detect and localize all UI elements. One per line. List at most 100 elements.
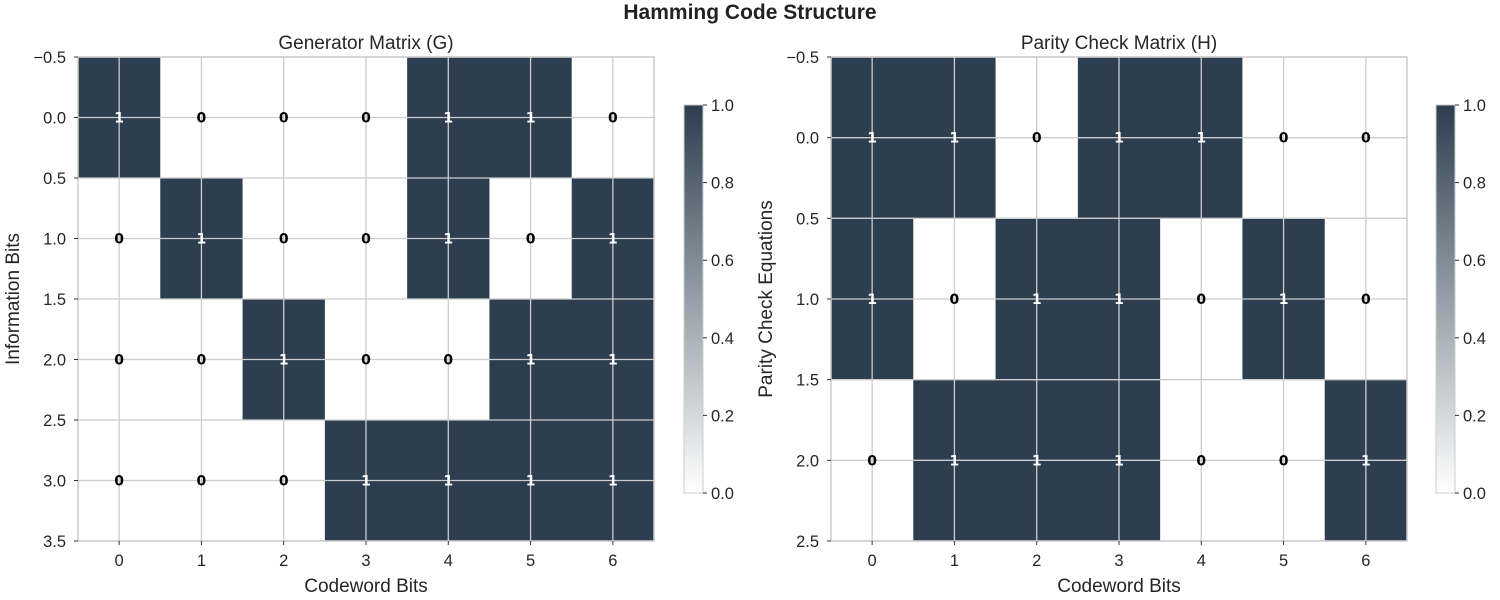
- x-tick-label: 5: [1279, 552, 1288, 570]
- cell-value-label: 1: [950, 131, 960, 147]
- cell-value-label: 0: [361, 353, 371, 369]
- y-tick-label: 1.5: [43, 291, 66, 309]
- cell-value-label: 0: [1196, 292, 1206, 308]
- y-tick-label: 1.0: [43, 231, 66, 249]
- cell-value-label: 1: [1032, 292, 1042, 308]
- y-tick-label: 0.0: [43, 110, 66, 128]
- x-tick-label: 4: [444, 552, 453, 570]
- y-axis-label: Parity Check Equations: [756, 200, 777, 398]
- colorbar-tick-label: 0.0: [711, 485, 734, 503]
- colorbar-tick-label: 1.0: [1463, 97, 1486, 115]
- y-tick-label: 0.5: [796, 210, 819, 228]
- cell-value-label: 0: [608, 111, 618, 127]
- x-tick-label: 3: [1114, 552, 1123, 570]
- y-tick-label: 1.5: [796, 372, 819, 390]
- colorbar-gradient: [1436, 105, 1455, 493]
- cell-value-label: 1: [1196, 131, 1206, 147]
- panel-title: Generator Matrix (G): [278, 33, 453, 54]
- cell-value-label: 1: [443, 474, 453, 490]
- cell-value-label: 1: [361, 474, 371, 490]
- cell-value-label: 1: [1279, 292, 1289, 308]
- cell-value-label: 0: [361, 232, 371, 248]
- x-tick-label: 1: [950, 552, 959, 570]
- cell-value-label: 0: [1032, 131, 1042, 147]
- cell-value-label: 1: [197, 232, 207, 248]
- y-tick-label: 0.0: [796, 130, 819, 148]
- x-tick-label: 4: [1197, 552, 1206, 570]
- x-tick-label: 3: [361, 552, 370, 570]
- cell-value-label: 1: [867, 292, 877, 308]
- cell-value-label: 0: [867, 453, 877, 469]
- cell-value-label: 1: [526, 111, 536, 127]
- cell-value-label: 0: [1361, 292, 1371, 308]
- panel-title: Parity Check Matrix (H): [1021, 33, 1217, 54]
- cell-value-label: 1: [1114, 292, 1124, 308]
- y-tick-label: 1.0: [796, 291, 819, 309]
- cell-value-label: 0: [1196, 453, 1206, 469]
- colorbar-gradient: [684, 105, 703, 493]
- cell-value-label: 1: [279, 353, 289, 369]
- cell-value-label: 0: [279, 474, 289, 490]
- x-tick-label: 0: [868, 552, 877, 570]
- y-tick-label: −0.5: [786, 49, 819, 67]
- colorbar-tick-label: 0.8: [711, 175, 734, 193]
- y-axis-label: Information Bits: [3, 233, 24, 365]
- colorbar-tick-label: 0.4: [1463, 330, 1486, 348]
- y-tick-label: 2.0: [796, 452, 819, 470]
- cell-value-label: 1: [608, 232, 618, 248]
- colorbar-tick-label: 0.0: [1463, 485, 1486, 503]
- cell-value-label: 1: [1114, 131, 1124, 147]
- y-tick-label: 2.0: [43, 352, 66, 370]
- x-tick-label: 1: [197, 552, 206, 570]
- cell-value-label: 1: [608, 353, 618, 369]
- colorbar-tick-label: 0.6: [1463, 252, 1486, 270]
- heatmap-panel-0: 1 0 0 0 1 1 0 0 1 0 0 1 0 1 0 0 1 0 0 1 1 0 0 0 1 1 1 1 0 1 2 3 4 5 6 −0.5 0…: [3, 33, 734, 597]
- x-tick-label: 5: [526, 552, 535, 570]
- y-tick-label: 3.0: [43, 473, 66, 491]
- cell-value-label: 1: [950, 453, 960, 469]
- x-tick-label: 2: [1032, 552, 1041, 570]
- cell-value-label: 0: [197, 111, 207, 127]
- x-axis-label: Codeword Bits: [304, 576, 428, 597]
- cell-value-label: 0: [114, 232, 124, 248]
- colorbar-tick-label: 0.8: [1463, 175, 1486, 193]
- y-tick-label: 2.5: [43, 412, 66, 430]
- y-tick-label: 3.5: [43, 533, 66, 551]
- cell-value-label: 0: [114, 353, 124, 369]
- y-tick-label: 2.5: [796, 533, 819, 551]
- cell-value-label: 1: [867, 131, 877, 147]
- colorbar-tick-label: 0.2: [711, 407, 734, 425]
- cell-value-label: 1: [1114, 453, 1124, 469]
- y-tick-label: −0.5: [33, 49, 66, 67]
- x-tick-label: 0: [115, 552, 124, 570]
- cell-value-label: 0: [950, 292, 960, 308]
- cell-value-label: 1: [1032, 453, 1042, 469]
- cell-value-label: 0: [197, 474, 207, 490]
- cell-value-label: 0: [1279, 131, 1289, 147]
- x-tick-label: 6: [1361, 552, 1370, 570]
- colorbar: 0.0 0.2 0.4 0.6 0.8 1.0: [684, 97, 734, 503]
- cell-value-label: 1: [114, 111, 124, 127]
- cell-value-label: 1: [443, 232, 453, 248]
- colorbar: 0.0 0.2 0.4 0.6 0.8 1.0: [1436, 97, 1486, 503]
- cell-value-label: 1: [526, 474, 536, 490]
- colorbar-tick-label: 1.0: [711, 97, 734, 115]
- cell-value-label: 1: [526, 353, 536, 369]
- heatmap-panel-1: 1 1 0 1 1 0 0 1 0 1 1 0 1 0 0 1 1 1 0 0 1 0 1 2 3 4 5 6 −0.5 0.0 0.5 1.…: [756, 33, 1486, 597]
- cell-value-label: 0: [1361, 131, 1371, 147]
- cell-value-label: 0: [197, 353, 207, 369]
- cell-value-label: 1: [443, 111, 453, 127]
- cell-value-label: 0: [443, 353, 453, 369]
- y-tick-label: 0.5: [43, 170, 66, 188]
- cell-value-label: 0: [361, 111, 371, 127]
- cell-value-label: 0: [1279, 453, 1289, 469]
- colorbar-tick-label: 0.6: [711, 252, 734, 270]
- colorbar-tick-label: 0.2: [1463, 407, 1486, 425]
- x-tick-label: 6: [608, 552, 617, 570]
- cell-value-label: 1: [608, 474, 618, 490]
- cell-value-label: 0: [526, 232, 536, 248]
- cell-value-label: 1: [1361, 453, 1371, 469]
- cell-value-label: 0: [114, 474, 124, 490]
- cell-value-label: 0: [279, 111, 289, 127]
